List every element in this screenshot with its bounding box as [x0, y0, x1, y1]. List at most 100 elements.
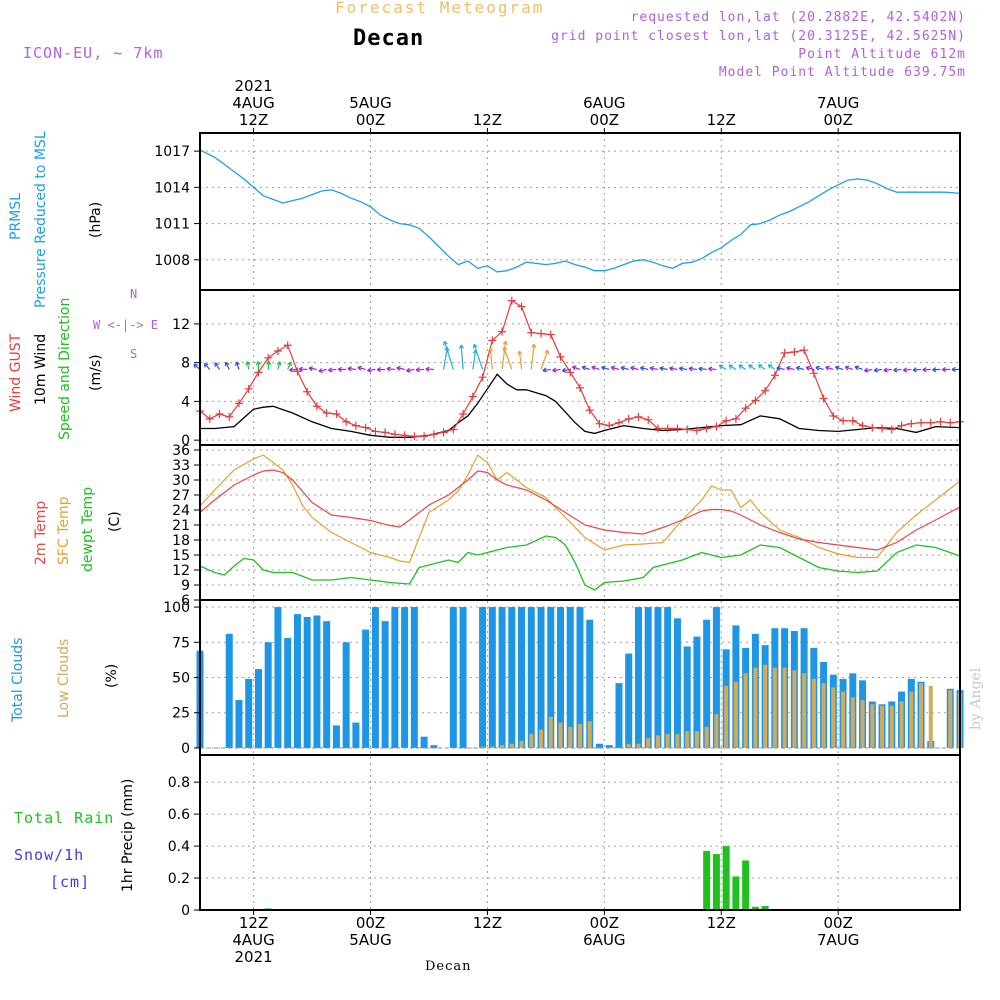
- wind-arrow: [542, 368, 551, 372]
- wind-arrow: [864, 368, 873, 372]
- time-label-bottom: 12Z: [707, 914, 736, 932]
- total-clouds-bar: [459, 607, 467, 748]
- gust-marker: [624, 414, 633, 423]
- low-clouds-bar: [646, 738, 651, 748]
- gust-marker: [332, 410, 341, 418]
- wind-arrow-head: [620, 365, 625, 371]
- total-clouds-bar: [293, 614, 301, 748]
- gust-marker: [946, 418, 955, 427]
- wind-arrow: [518, 350, 523, 370]
- low-clouds-bar: [772, 667, 777, 748]
- wind-arrow-head: [328, 367, 333, 373]
- y-tick-label: 25: [172, 706, 190, 722]
- total-clouds-bar: [683, 646, 691, 748]
- y-tick-label: 0.4: [168, 839, 190, 855]
- gust-marker: [917, 418, 926, 427]
- low-clouds-bar: [587, 721, 592, 748]
- wind-arrow-head: [245, 361, 251, 366]
- y-tick-label: 30: [172, 473, 190, 489]
- low-clouds-bar: [529, 733, 534, 748]
- time-label-top: 00Z: [356, 111, 385, 129]
- wind-arrow-head: [214, 362, 219, 367]
- compass-we-label: W <-|-> E: [93, 318, 159, 332]
- low-clouds-bar: [860, 700, 865, 748]
- total-clouds-bar: [303, 616, 311, 748]
- wind-arrow: [530, 344, 535, 370]
- wind-arrow-head: [224, 361, 230, 367]
- wind-arrow-head: [561, 367, 567, 373]
- wind-arrow: [640, 367, 649, 371]
- wind-arrow: [367, 368, 376, 372]
- gust-marker: [498, 327, 507, 336]
- y-tick-label: 12: [172, 317, 190, 333]
- total-clouds-bar: [693, 636, 701, 748]
- gust-marker: [585, 406, 594, 415]
- wind-arrow-head: [805, 365, 811, 371]
- low-clouds-bar: [539, 729, 544, 748]
- wind-arrow-head: [902, 367, 908, 373]
- line-series: [199, 149, 961, 591]
- axis-ticks: 1008101110141017048126912151821242730333…: [154, 77, 859, 966]
- gust-marker: [351, 421, 360, 430]
- y-tick-label: 6: [181, 593, 190, 609]
- forecast-meteogram-title: Forecast Meteogram: [335, 0, 545, 17]
- low-clouds-bar: [509, 743, 514, 748]
- wind-arrow-head: [458, 344, 464, 349]
- y-tick-label: 1011: [154, 217, 190, 233]
- y-tick-label: 100: [163, 600, 190, 616]
- wind-arrow: [630, 366, 639, 371]
- gust-marker: [634, 412, 643, 421]
- wind-arrow-head: [610, 365, 616, 371]
- low-clouds-bar: [753, 667, 758, 748]
- low-clouds-bar: [899, 701, 904, 748]
- total-clouds-bar: [401, 607, 409, 748]
- panel-frame: [199, 754, 961, 911]
- gust-marker: [936, 417, 945, 426]
- total-clouds-bar: [479, 607, 487, 748]
- low-clouds-bar: [685, 731, 690, 748]
- rain-bar: [703, 850, 711, 910]
- wind-arrow-head: [552, 367, 557, 373]
- total-clouds-bar: [673, 618, 681, 748]
- wind-arrow: [267, 361, 270, 370]
- low-clouds-bar: [665, 733, 670, 748]
- wind-arrow: [225, 361, 230, 370]
- model-point-altitude: Model Point Altitude 639.75m: [718, 65, 966, 80]
- gust-marker: [215, 410, 224, 418]
- gust-marker: [410, 432, 419, 441]
- low-clouds-bar: [694, 731, 699, 748]
- wind-arrow-head: [678, 366, 684, 372]
- wind-arrow-head: [581, 365, 587, 371]
- wind-arrow: [883, 368, 892, 372]
- gust-marker: [439, 428, 448, 437]
- temp-2m-line: [199, 469, 961, 551]
- low-clouds-bar: [889, 705, 894, 748]
- total-clouds-bar: [518, 607, 526, 748]
- gust-marker: [848, 416, 857, 425]
- gust-marker: [225, 412, 234, 421]
- wind-arrow-head: [442, 340, 448, 346]
- wind-arrow-head: [738, 364, 743, 369]
- wind-arrows: [193, 340, 961, 374]
- gust-marker: [741, 404, 750, 413]
- gust-marker: [614, 418, 623, 427]
- wind-arrow: [815, 366, 824, 371]
- y-tick-label: 0.2: [168, 871, 190, 887]
- wind-arrow: [854, 366, 863, 371]
- wind-arrow-head: [922, 367, 927, 373]
- total-clouds-bar: [371, 607, 379, 748]
- wind-arrow: [289, 368, 298, 371]
- low-clouds-bar: [626, 743, 631, 748]
- wind-arrow: [214, 362, 220, 370]
- gust-marker: [468, 392, 477, 401]
- wind-arrow: [893, 368, 902, 371]
- wind-arrow-head: [873, 367, 879, 373]
- y-tick-label: 4: [181, 394, 190, 410]
- wind-arrow: [489, 347, 493, 370]
- y-tick-label: 75: [172, 635, 190, 651]
- gust-marker: [254, 368, 263, 377]
- total-clouds-bar: [323, 621, 331, 748]
- gust-marker: [712, 422, 721, 431]
- wind-arrow: [572, 366, 581, 371]
- low-clouds-bar: [743, 673, 748, 748]
